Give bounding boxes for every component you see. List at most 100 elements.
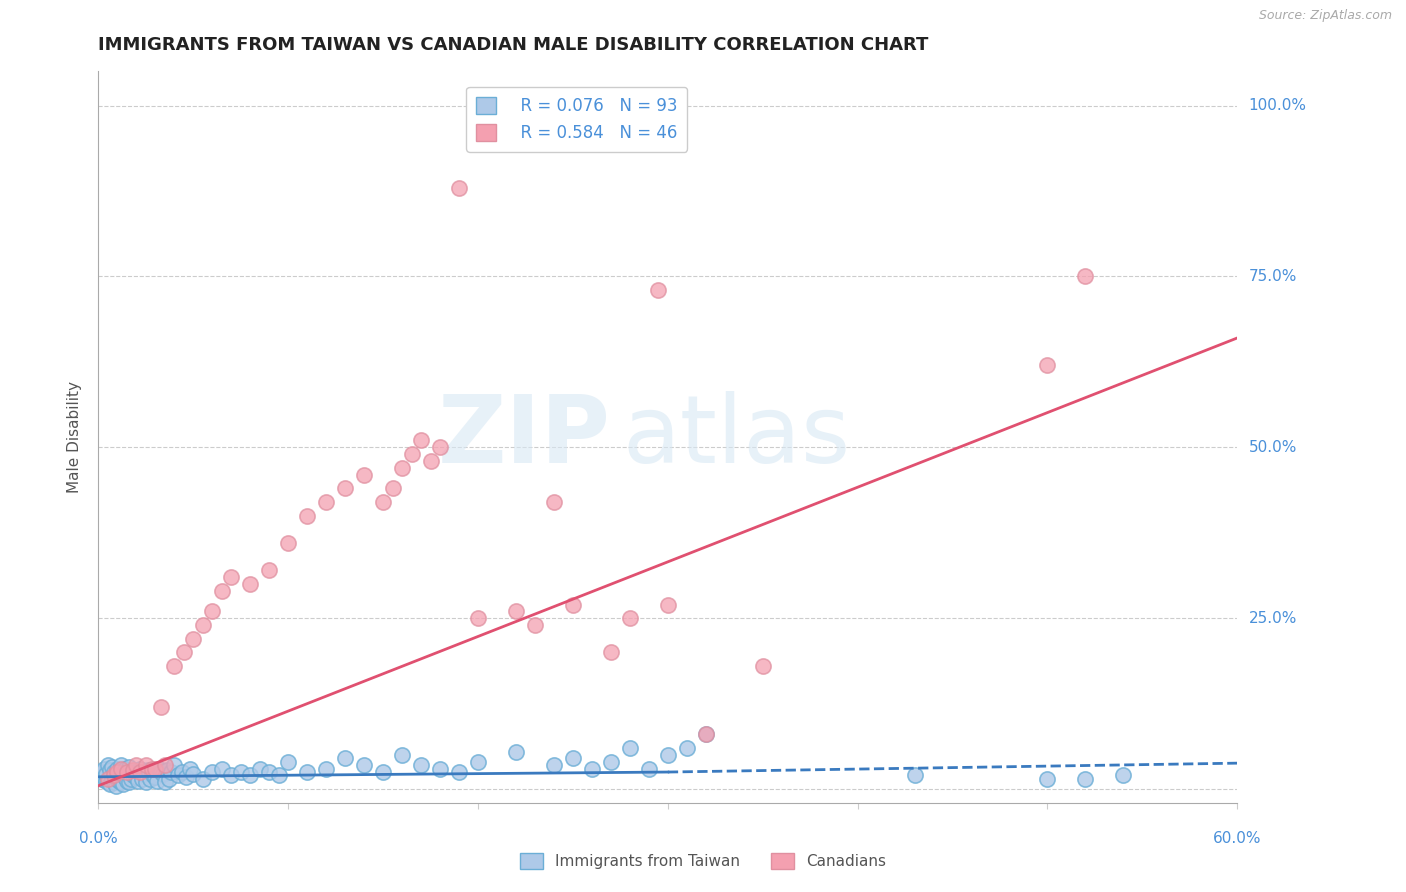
Point: [1074, 269, 1097, 284]
Point: [98, 777, 121, 791]
Point: [103, 768, 125, 782]
Point: [156, 763, 179, 777]
Point: [107, 762, 129, 776]
Point: [127, 773, 149, 788]
Point: [239, 577, 262, 591]
Point: [647, 283, 669, 297]
Point: [104, 768, 127, 782]
Point: [371, 495, 394, 509]
Point: [103, 775, 125, 789]
Point: [136, 763, 159, 777]
Text: Source: ZipAtlas.com: Source: ZipAtlas.com: [1258, 9, 1392, 22]
Point: [467, 755, 489, 769]
Point: [98, 763, 121, 777]
Point: [638, 762, 661, 776]
Point: [91, 772, 114, 786]
Point: [221, 768, 243, 782]
Point: [107, 772, 129, 786]
Point: [297, 765, 319, 780]
Text: atlas: atlas: [623, 391, 851, 483]
Point: [229, 765, 252, 780]
Point: [752, 659, 775, 673]
Point: [619, 741, 641, 756]
Point: [118, 760, 141, 774]
Point: [163, 659, 186, 673]
Point: [91, 765, 114, 780]
Point: [97, 758, 120, 772]
Point: [179, 762, 201, 776]
Point: [353, 758, 375, 772]
Point: [600, 645, 623, 659]
Point: [505, 604, 527, 618]
Point: [110, 775, 132, 789]
Point: [1036, 772, 1059, 786]
Point: [201, 765, 224, 780]
Point: [135, 775, 157, 789]
Point: [371, 765, 394, 780]
Point: [315, 495, 337, 509]
Point: [93, 762, 115, 776]
Point: [191, 772, 214, 786]
Point: [100, 760, 122, 774]
Point: [132, 767, 155, 781]
Text: IMMIGRANTS FROM TAIWAN VS CANADIAN MALE DISABILITY CORRELATION CHART: IMMIGRANTS FROM TAIWAN VS CANADIAN MALE …: [98, 36, 929, 54]
Point: [115, 773, 138, 788]
Point: [167, 768, 190, 782]
Point: [543, 495, 565, 509]
Text: 25.0%: 25.0%: [1249, 611, 1296, 625]
Point: [411, 434, 433, 448]
Point: [94, 767, 117, 781]
Point: [115, 765, 138, 780]
Point: [676, 741, 699, 756]
Point: [657, 747, 679, 762]
Point: [153, 758, 176, 772]
Point: [100, 772, 122, 786]
Point: [183, 632, 205, 646]
Point: [120, 772, 142, 786]
Legend:   R = 0.076   N = 93,   R = 0.584   N = 46: R = 0.076 N = 93, R = 0.584 N = 46: [467, 87, 688, 152]
Point: [543, 758, 565, 772]
Text: 60.0%: 60.0%: [1213, 830, 1261, 846]
Point: [148, 762, 170, 776]
Point: [259, 563, 281, 577]
Point: [277, 755, 299, 769]
Point: [159, 765, 181, 780]
Point: [401, 447, 423, 461]
Point: [97, 772, 120, 786]
Point: [239, 768, 262, 782]
Point: [104, 779, 127, 793]
Y-axis label: Male Disability: Male Disability: [67, 381, 83, 493]
Point: [125, 770, 148, 784]
Point: [411, 758, 433, 772]
Point: [191, 618, 214, 632]
Point: [335, 481, 357, 495]
Point: [297, 508, 319, 523]
Point: [429, 762, 451, 776]
Point: [118, 775, 141, 789]
Point: [1074, 772, 1097, 786]
Point: [94, 773, 117, 788]
Point: [211, 583, 233, 598]
Point: [467, 611, 489, 625]
Point: [315, 762, 337, 776]
Point: [600, 755, 623, 769]
Point: [695, 727, 717, 741]
Point: [1036, 359, 1059, 373]
Point: [125, 758, 148, 772]
Point: [146, 773, 169, 788]
Point: [138, 772, 160, 786]
Point: [110, 758, 132, 772]
Point: [121, 768, 143, 782]
Point: [97, 775, 120, 789]
Point: [115, 765, 138, 780]
Text: 75.0%: 75.0%: [1249, 268, 1296, 284]
Point: [259, 765, 281, 780]
Point: [581, 762, 603, 776]
Legend: Immigrants from Taiwan, Canadians: Immigrants from Taiwan, Canadians: [515, 847, 891, 875]
Point: [249, 762, 271, 776]
Text: 50.0%: 50.0%: [1249, 440, 1296, 455]
Point: [505, 745, 527, 759]
Point: [93, 770, 115, 784]
Point: [135, 758, 157, 772]
Point: [142, 768, 165, 782]
